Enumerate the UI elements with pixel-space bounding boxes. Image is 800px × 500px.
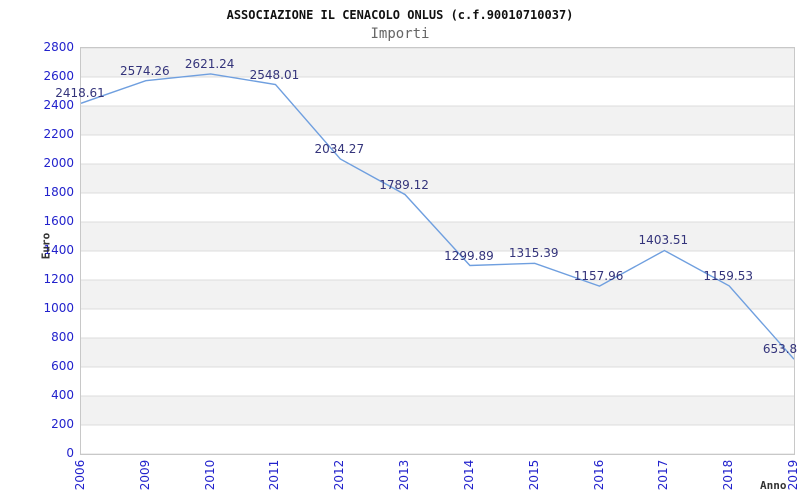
- data-point-label: 1789.12: [379, 177, 429, 192]
- chart-title: ASSOCIAZIONE IL CENACOLO ONLUS (c.f.9001…: [226, 8, 574, 22]
- plot-band: [81, 222, 794, 251]
- y-tick-label: 2600: [43, 69, 74, 83]
- y-tick-label: 600: [51, 359, 74, 373]
- plot-band: [81, 280, 794, 309]
- data-point-label: 1159.53: [703, 268, 753, 283]
- data-point-label: 1299.89: [444, 248, 494, 263]
- x-tick-label: 2014: [461, 459, 476, 491]
- data-point-label: 1315.39: [508, 246, 559, 261]
- y-tick-label: 2400: [43, 98, 74, 112]
- y-tick-label: 800: [51, 330, 74, 344]
- x-tick-label: 2016: [591, 459, 606, 491]
- x-axis-title: Anno: [760, 479, 787, 492]
- x-tick-label: 2011: [267, 459, 282, 491]
- plot-band: [81, 338, 794, 367]
- y-axis-title: Euro: [39, 232, 53, 260]
- plot-band: [81, 48, 794, 77]
- plot-band: [81, 106, 794, 135]
- chart-subtitle: Importi: [370, 26, 430, 42]
- data-point-label: 1157.96: [573, 269, 624, 284]
- y-tick-label: 2800: [43, 40, 74, 54]
- data-point-label: 2621.24: [184, 56, 235, 71]
- y-tick-label: 1800: [43, 185, 74, 199]
- x-tick-label: 2019: [786, 459, 800, 491]
- y-tick-label: 1000: [43, 301, 74, 315]
- x-tick-label: 2012: [332, 459, 347, 491]
- data-point-label: 2548.01: [249, 67, 300, 82]
- line-chart-svg: [81, 48, 794, 454]
- plot-band: [81, 164, 794, 193]
- x-tick-label: 2009: [137, 459, 152, 491]
- data-point-label: 653.8: [762, 342, 798, 357]
- y-tick-label: 400: [51, 388, 74, 402]
- x-tick-label: 2006: [73, 459, 87, 491]
- y-tick-label: 1200: [43, 272, 74, 286]
- x-tick-label: 2015: [526, 459, 541, 491]
- x-tick-label: 2013: [397, 459, 412, 491]
- data-point-label: 2034.27: [314, 142, 365, 157]
- plot-band: [81, 396, 794, 425]
- data-point-label: 2574.26: [120, 63, 170, 78]
- x-tick-label: 2018: [721, 459, 736, 491]
- y-tick-label: 1400: [43, 243, 74, 257]
- y-tick-label: 1600: [43, 214, 74, 228]
- y-tick-label: 2000: [43, 156, 74, 170]
- y-tick-label: 2200: [43, 127, 74, 141]
- x-tick-label: 2017: [656, 459, 671, 491]
- y-tick-label: 0: [66, 446, 74, 460]
- x-tick-label: 2010: [202, 459, 217, 491]
- data-point-label: 2418.61: [55, 86, 105, 101]
- y-tick-label: 200: [51, 417, 74, 431]
- data-line: [81, 73, 794, 360]
- data-point-label: 1403.51: [638, 233, 689, 248]
- plot-area: [80, 47, 795, 455]
